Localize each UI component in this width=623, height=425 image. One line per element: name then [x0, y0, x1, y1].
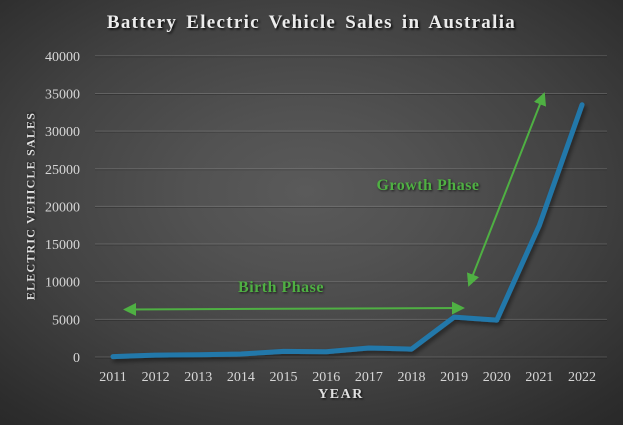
y-tick-label: 20000	[45, 200, 80, 215]
sales-line	[110, 102, 585, 360]
y-tick-label: 35000	[45, 87, 80, 102]
x-tick-label: 2022	[568, 370, 596, 385]
x-tick-label: 2014	[227, 370, 255, 385]
x-tick-label: 2015	[270, 370, 298, 385]
x-tick-label: 2016	[312, 370, 340, 385]
series-layer	[110, 102, 585, 360]
y-tick-label: 15000	[45, 238, 80, 253]
y-tick-label: 25000	[45, 163, 80, 178]
y-tick-label: 0	[73, 351, 80, 366]
x-tick-label: 2017	[355, 370, 383, 385]
y-tick-label: 10000	[45, 276, 80, 291]
x-tick-label: 2013	[184, 370, 212, 385]
x-tick-label: 2012	[142, 370, 170, 385]
chart-title: Battery Electric Vehicle Sales in Austra…	[106, 12, 517, 33]
y-tick-label: 40000	[45, 50, 80, 65]
x-tick-label: 2011	[99, 370, 126, 385]
x-tick-label: 2021	[525, 370, 553, 385]
grid-layer: 0 5000 10000 15000 20000 25000 30000 35000 40000…	[45, 50, 607, 385]
y-tick-label: 5000	[52, 313, 80, 328]
y-tick-label: 30000	[45, 125, 80, 140]
x-axis-title: YEAR	[318, 387, 364, 402]
growth-phase-arrow	[466, 92, 547, 287]
annotation-arrows	[123, 92, 547, 316]
x-tick-label: 2019	[440, 370, 468, 385]
birth-phase-label: Birth Phase	[238, 279, 324, 296]
x-tick-label: 2018	[397, 370, 425, 385]
x-tick-label: 2020	[483, 370, 511, 385]
birth-phase-arrow	[123, 301, 465, 316]
growth-phase-label: Growth Phase	[376, 177, 480, 194]
